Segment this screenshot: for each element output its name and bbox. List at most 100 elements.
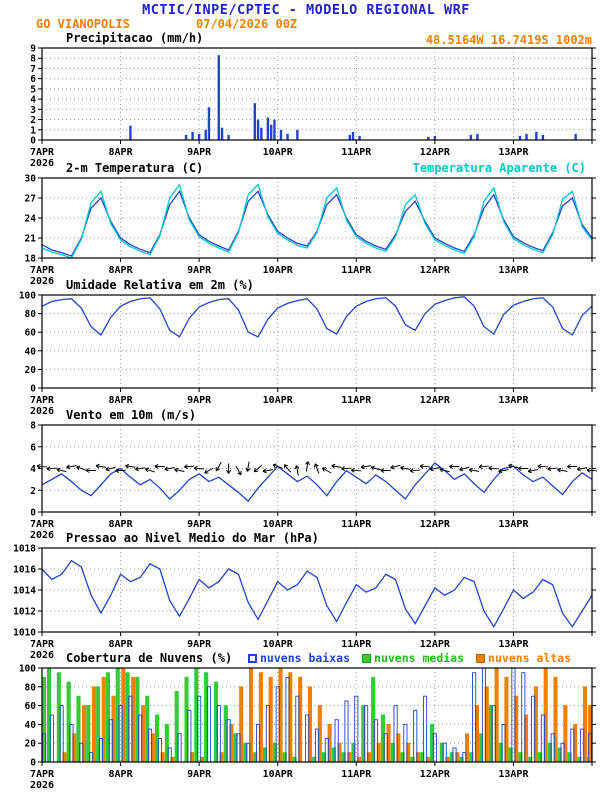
low-clouds-label: nuvens baixas: [260, 651, 351, 665]
series-line-1: [41, 183, 593, 259]
svg-text:9APR: 9APR: [187, 639, 212, 650]
grid: [42, 178, 592, 258]
svg-text:13APR: 13APR: [498, 769, 529, 780]
svg-text:40: 40: [25, 346, 37, 357]
svg-text:11APR: 11APR: [341, 769, 372, 780]
mid-clouds-label: nuvens medias: [374, 651, 465, 665]
panel-title-precipitation: Precipitacao (mm/h): [66, 31, 204, 45]
svg-text:2026: 2026: [30, 530, 54, 541]
svg-text:24: 24: [25, 214, 37, 225]
svg-text:18: 18: [25, 254, 37, 265]
svg-text:2026: 2026: [30, 780, 54, 791]
grid: [42, 425, 592, 512]
svg-text:12APR: 12APR: [420, 769, 451, 780]
series-line-0: [41, 559, 593, 629]
svg-text:10APR: 10APR: [263, 265, 294, 276]
svg-text:1012: 1012: [13, 607, 36, 618]
svg-text:10APR: 10APR: [263, 147, 294, 158]
svg-text:11APR: 11APR: [341, 147, 372, 158]
svg-text:2026: 2026: [30, 650, 54, 661]
svg-text:6: 6: [30, 74, 36, 85]
page-title: MCTIC/INPE/CPTEC - MODELO REGIONAL WRF: [142, 2, 470, 18]
svg-text:3: 3: [30, 105, 36, 116]
svg-text:12APR: 12APR: [420, 147, 451, 158]
svg-text:8: 8: [30, 54, 36, 65]
svg-text:60: 60: [25, 328, 37, 339]
svg-text:12APR: 12APR: [420, 639, 451, 650]
legend-high-clouds: nuvens altas: [476, 651, 571, 665]
svg-text:7APR: 7APR: [30, 519, 55, 530]
svg-text:80: 80: [25, 309, 37, 320]
series-line-0: [41, 189, 593, 257]
svg-text:27: 27: [25, 194, 36, 205]
svg-text:2: 2: [30, 486, 36, 497]
location-coords: 48.5164W 16.7419S 1002m: [425, 33, 592, 47]
svg-text:9APR: 9APR: [187, 519, 212, 530]
svg-text:10APR: 10APR: [263, 639, 294, 650]
svg-text:9APR: 9APR: [187, 147, 212, 158]
clouds-legend: nuvens baixas nuvens medias nuvens altas: [248, 651, 571, 665]
grid: [42, 48, 592, 140]
svg-text:7APR: 7APR: [30, 147, 55, 158]
high-clouds-label: nuvens altas: [488, 651, 572, 665]
panel-title-pressure: Pressao ao Nivel Medio do Mar (hPa): [66, 531, 319, 545]
svg-text:12APR: 12APR: [420, 519, 451, 530]
svg-text:100: 100: [19, 291, 36, 302]
svg-text:4: 4: [30, 95, 36, 106]
series-line-0: [41, 296, 593, 338]
precip-bars: [129, 55, 577, 140]
svg-text:8APR: 8APR: [109, 639, 134, 650]
svg-text:8APR: 8APR: [109, 519, 134, 530]
svg-text:20: 20: [25, 739, 37, 750]
svg-text:1: 1: [30, 125, 36, 136]
svg-text:40: 40: [25, 720, 37, 731]
svg-text:11APR: 11APR: [341, 395, 372, 406]
svg-text:0: 0: [30, 758, 36, 769]
svg-text:5: 5: [30, 84, 36, 95]
svg-text:8APR: 8APR: [109, 769, 134, 780]
svg-text:100: 100: [19, 664, 36, 675]
panel-title-wind: Vento em 10m (m/s): [66, 408, 197, 422]
svg-text:13APR: 13APR: [498, 265, 529, 276]
svg-text:9: 9: [30, 44, 36, 55]
svg-text:11APR: 11APR: [341, 265, 372, 276]
svg-text:13APR: 13APR: [498, 395, 529, 406]
svg-text:80: 80: [25, 682, 37, 693]
svg-text:8APR: 8APR: [109, 147, 134, 158]
run-datetime: 07/04/2026 00Z: [196, 17, 298, 31]
svg-text:21: 21: [25, 234, 37, 245]
svg-text:4: 4: [30, 464, 36, 475]
svg-text:1010: 1010: [13, 628, 36, 639]
svg-text:11APR: 11APR: [341, 639, 372, 650]
svg-text:20: 20: [25, 365, 37, 376]
svg-text:30: 30: [25, 174, 37, 185]
panel-title-humidity: Umidade Relativa em 2m (%): [66, 278, 254, 292]
grid: [42, 548, 592, 632]
svg-text:1016: 1016: [13, 565, 36, 576]
svg-text:13APR: 13APR: [498, 519, 529, 530]
svg-text:0: 0: [30, 384, 36, 395]
svg-text:13APR: 13APR: [498, 639, 529, 650]
svg-text:11APR: 11APR: [341, 519, 372, 530]
svg-text:12APR: 12APR: [420, 265, 451, 276]
legend-mid-clouds: nuvens medias: [362, 651, 464, 665]
svg-text:10APR: 10APR: [263, 769, 294, 780]
svg-text:7APR: 7APR: [30, 769, 55, 780]
low-clouds-swatch-icon: [248, 653, 257, 663]
svg-text:0: 0: [30, 508, 36, 519]
panel-title-temperature: 2-m Temperatura (C): [66, 161, 204, 175]
panel-title-clouds: Cobertura de Nuvens (%): [66, 651, 233, 665]
mid-clouds-swatch-icon: [362, 653, 372, 663]
svg-text:7APR: 7APR: [30, 265, 55, 276]
svg-text:2026: 2026: [30, 276, 54, 287]
